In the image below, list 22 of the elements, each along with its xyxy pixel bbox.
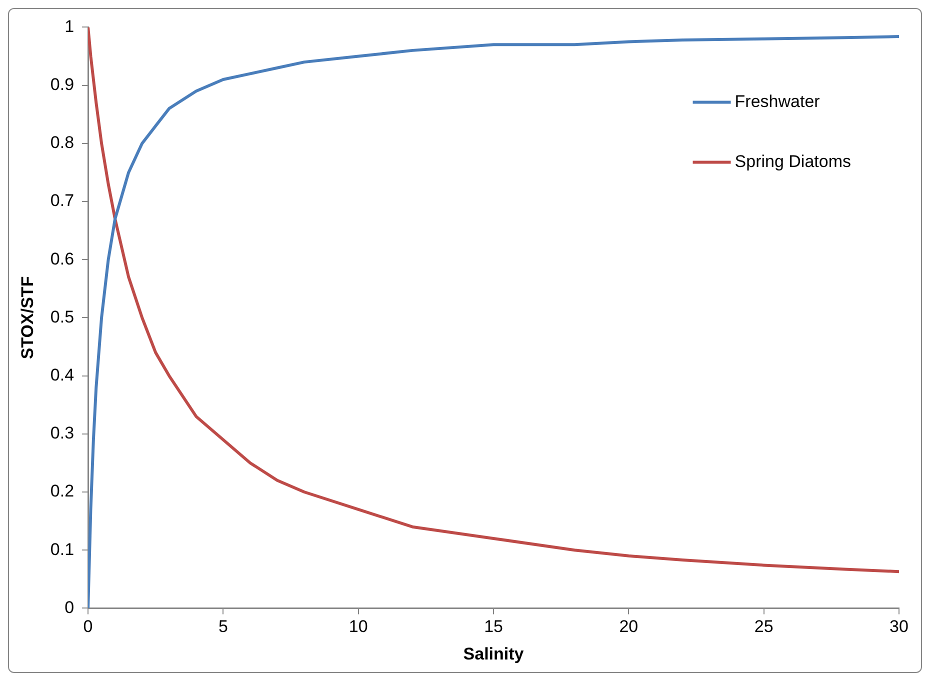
- y-axis-title: STOX/STF: [18, 276, 37, 360]
- x-tick-label: 5: [218, 617, 228, 636]
- y-tick-label: 0.3: [50, 424, 74, 443]
- x-tick-label: 30: [890, 617, 908, 636]
- y-tick-label: 1: [64, 16, 74, 36]
- y-tick-label: 0.8: [50, 133, 74, 152]
- x-tick-label: 0: [83, 617, 93, 636]
- y-tick-label: 0.6: [50, 249, 74, 268]
- y-tick-label: 0: [64, 598, 74, 617]
- legend-label: Spring Diatoms: [734, 152, 852, 171]
- x-tick-label: 20: [619, 617, 638, 636]
- x-tick-label: 10: [348, 617, 368, 636]
- y-tick-label: 0.1: [50, 540, 74, 559]
- x-tick-label: 15: [484, 617, 503, 636]
- x-tick-label: 25: [754, 617, 774, 636]
- y-tick-label: 0.9: [50, 74, 74, 94]
- y-tick-label: 0.7: [50, 191, 74, 210]
- y-tick-label: 0.4: [50, 365, 74, 384]
- x-axis-title: Salinity: [463, 644, 524, 664]
- y-tick-label: 0.5: [50, 307, 74, 326]
- y-tick-label: 0.2: [50, 482, 74, 501]
- legend-label: Freshwater: [734, 92, 820, 111]
